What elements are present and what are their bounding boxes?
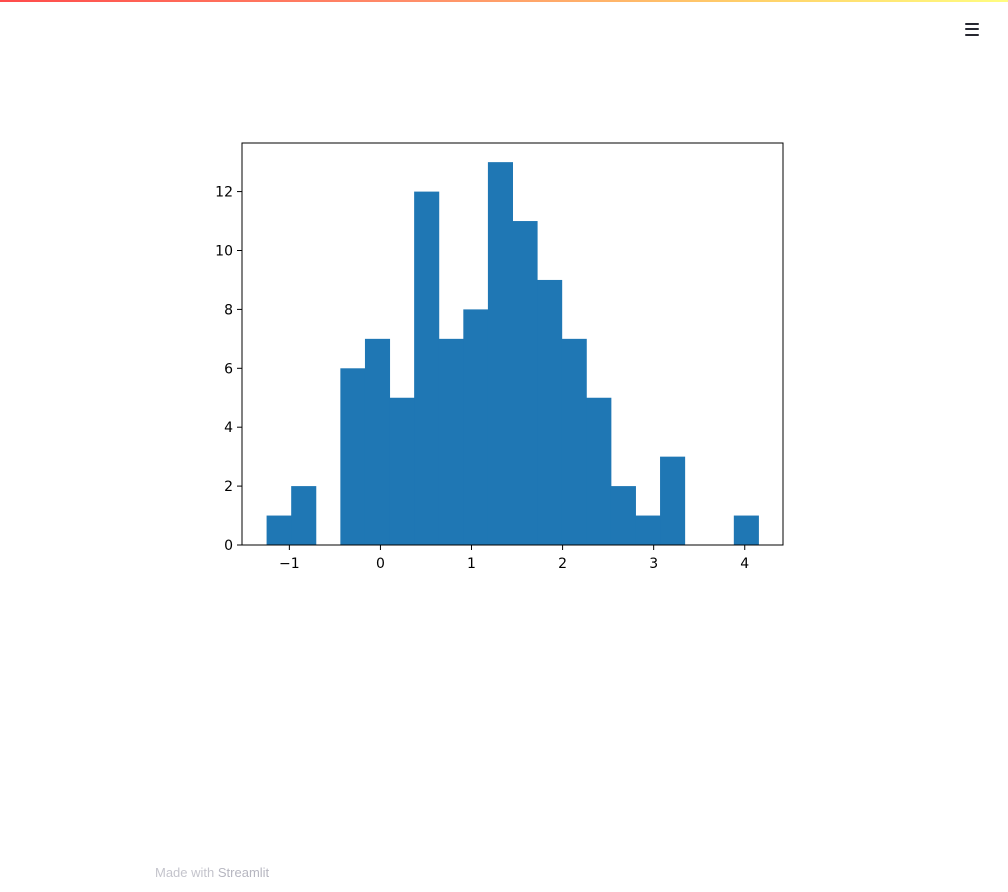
y-tick-label: 0 [224, 538, 233, 554]
histogram-bar [635, 515, 661, 545]
histogram-bar [291, 486, 317, 545]
histogram-bar [364, 338, 391, 545]
y-tick-label: 12 [215, 185, 233, 201]
histogram-bar [389, 397, 415, 545]
y-tick-label: 8 [224, 302, 233, 318]
histogram-bar [463, 309, 489, 545]
histogram-bar [733, 515, 759, 545]
x-tick-label: 0 [376, 556, 385, 572]
streamlit-link[interactable]: Streamlit [217, 865, 270, 880]
y-ticks: 0 2 4 6 8 10 12 [215, 185, 242, 554]
x-tick-label: −1 [279, 556, 300, 572]
histogram-bar [537, 279, 563, 545]
y-tick-label: 2 [224, 479, 233, 495]
histogram-bar [512, 221, 538, 545]
histogram-bar [340, 368, 366, 545]
app-header-decoration [0, 0, 1008, 2]
histogram-bar [438, 338, 464, 545]
hamburger-icon [965, 22, 979, 36]
axes-frame [241, 142, 784, 546]
histogram-bar [660, 456, 686, 545]
y-tick-label: 10 [215, 243, 233, 259]
bars-group [266, 162, 759, 545]
x-ticks: −1 0 1 2 3 4 [279, 545, 749, 572]
x-tick-label: 2 [558, 556, 567, 572]
main-menu-button[interactable] [958, 16, 986, 42]
histogram-chart: −1 0 1 2 3 4 0 2 4 6 8 10 12 [200, 130, 800, 580]
y-tick-label: 6 [224, 361, 233, 377]
x-tick-label: 4 [740, 556, 749, 572]
y-tick-label: 4 [224, 420, 233, 436]
histogram-bar [414, 191, 440, 545]
histogram-bar [561, 338, 587, 545]
histogram-bar [610, 486, 636, 545]
x-tick-label: 1 [467, 556, 476, 572]
x-tick-label: 3 [649, 556, 658, 572]
footer-prefix: Made with [155, 865, 215, 880]
histogram-bar [586, 397, 612, 545]
histogram-bar [266, 515, 292, 545]
histogram-bar [487, 162, 513, 545]
footer: Made with Streamlit [155, 865, 269, 880]
